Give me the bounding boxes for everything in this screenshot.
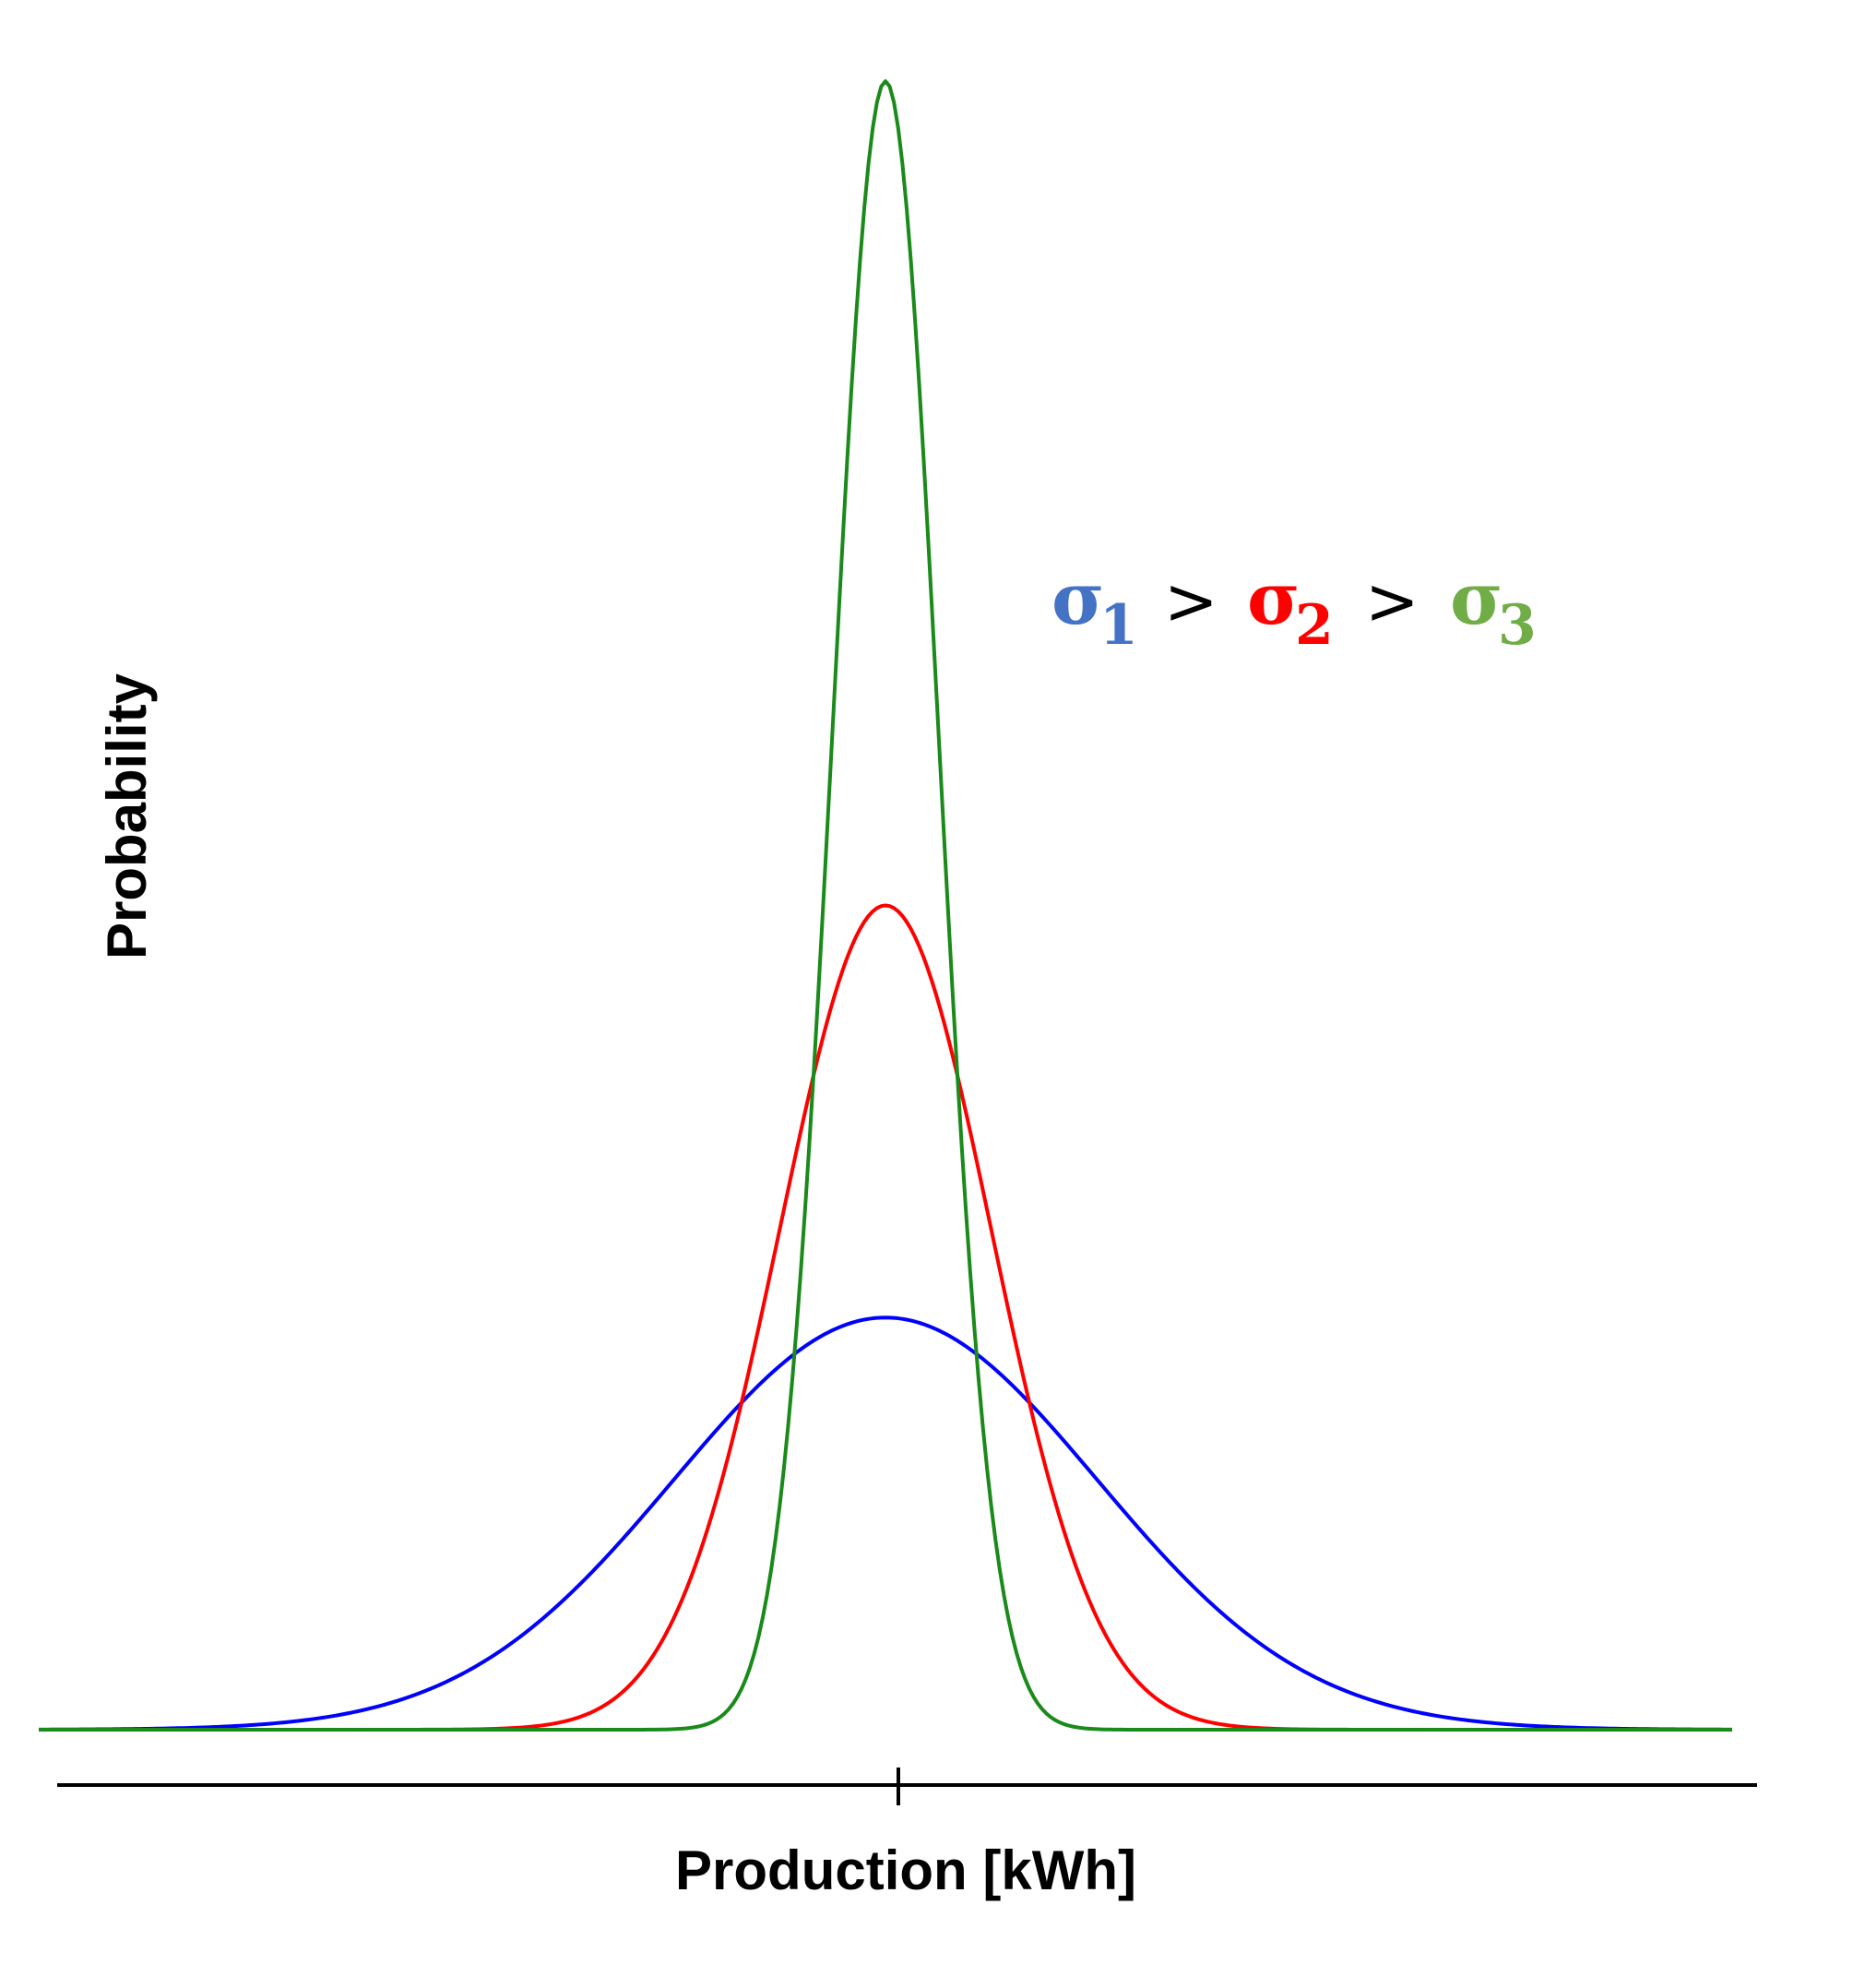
annotation-subscript-2: 2 <box>1295 593 1334 658</box>
annotation-sigma-1: σ <box>1051 557 1105 641</box>
sigma-annotation: σ1 > σ2 > σ3 <box>1051 557 1537 658</box>
y-axis-title: Probability <box>96 673 158 959</box>
annotation-greater-than: > <box>1164 564 1218 639</box>
series-line-3 <box>39 79 1732 1732</box>
series-line-1 <box>38 1315 1733 1732</box>
annotation-greater-than: > <box>1365 564 1420 639</box>
x-axis-title: Production [kWh] <box>675 1839 1136 1901</box>
curves-group <box>38 79 1733 1732</box>
annotation-subscript-3: 3 <box>1498 593 1537 658</box>
annotation-subscript-1: 1 <box>1099 593 1138 658</box>
annotation-sigma-2: σ <box>1247 557 1301 641</box>
annotation-sigma-3: σ <box>1450 557 1503 641</box>
